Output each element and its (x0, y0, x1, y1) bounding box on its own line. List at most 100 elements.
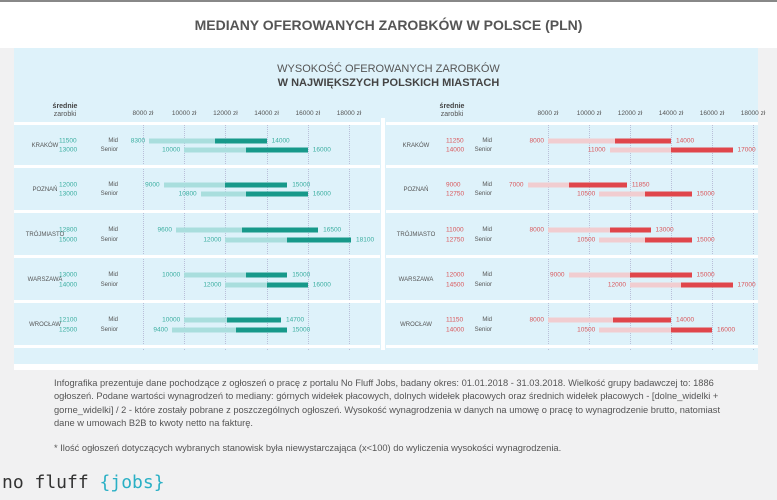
footnote: * Ilość ogłoszeń dotyczących wybranych s… (54, 443, 562, 453)
max-salary-label: 15000 (696, 271, 715, 279)
bar-high-range (227, 317, 281, 323)
min-salary-label: 9000 (550, 271, 565, 279)
average-salary: 11250 (446, 137, 464, 145)
bar-low-range (149, 138, 216, 144)
min-salary-label: 11000 (587, 146, 606, 154)
top-border (0, 0, 777, 2)
min-salary-label: 10500 (577, 326, 596, 334)
level-label: Mid (108, 138, 118, 144)
level-label: Mid (482, 227, 492, 233)
x-tick-label: 12000 zł (617, 110, 643, 117)
average-salary: 14000 (446, 146, 465, 154)
bar-high-range (681, 282, 733, 288)
max-salary-label: 16500 (323, 226, 342, 234)
max-salary-label: 15000 (696, 190, 715, 198)
chart-subtitle-bold: W NAJWIĘKSZYCH POLSKICH MIASTACH (277, 77, 500, 89)
bar-low-range (527, 182, 569, 188)
bar-low-range (225, 282, 267, 288)
min-salary-label: 8000 (529, 137, 544, 145)
level-label: Mid (482, 138, 492, 144)
gridline (266, 122, 268, 350)
average-salary-header: średnie zarobki (434, 103, 470, 119)
bar-high-range (568, 182, 627, 188)
level-label: Mid (482, 317, 492, 323)
row-separator (386, 122, 758, 125)
max-salary-label: 15000 (292, 326, 311, 334)
average-salary: 12750 (446, 236, 465, 244)
city-label: WROCŁAW (400, 322, 432, 328)
x-tick-label: 16000 zł (295, 110, 321, 117)
average-salary-header: średnie zarobki (47, 103, 83, 119)
bar-high-range (614, 138, 671, 144)
level-label: Mid (482, 272, 492, 278)
average-salary: 13000 (59, 190, 78, 198)
city-label: KRAKÓW (31, 142, 59, 149)
min-salary-label: 8300 (130, 137, 146, 145)
level-label: Senior (474, 282, 492, 288)
bar-high-range (671, 327, 712, 333)
min-salary-label: 10500 (577, 236, 596, 244)
header-bold: średnie (52, 103, 78, 110)
row-separator (14, 122, 380, 125)
min-salary-label: 9000 (145, 181, 160, 189)
gridline (349, 122, 350, 350)
min-salary-label: 8000 (529, 316, 544, 324)
row-separator (386, 165, 758, 168)
level-label: Senior (100, 327, 118, 333)
bar-high-range (612, 317, 671, 323)
level-label: Mid (108, 317, 118, 323)
header-text: zarobki (440, 111, 464, 118)
bar-high-range (645, 191, 692, 197)
average-salary: 11500 (59, 137, 77, 145)
x-tick-label: 10000 zł (171, 110, 197, 117)
bar-low-range (163, 182, 226, 188)
level-label: Senior (474, 147, 492, 153)
city-label: POZNAŃ (32, 186, 58, 193)
min-salary-label: 10000 (162, 146, 181, 154)
average-salary: 12000 (59, 181, 78, 189)
level-label: Senior (100, 191, 118, 197)
row-separator (386, 210, 758, 213)
chart-divider (381, 118, 385, 350)
x-tick-label: 8000 zł (132, 110, 154, 117)
gridline (225, 122, 227, 350)
gridline (712, 122, 713, 350)
bar-high-range (671, 147, 733, 153)
row-separator (386, 300, 758, 303)
average-salary: 12800 (59, 226, 78, 234)
average-salary: 9000 (446, 181, 461, 189)
average-salary: 11000 (446, 226, 464, 234)
bar-low-range (200, 191, 246, 197)
max-salary-label: 15000 (292, 181, 311, 189)
bar-high-range (246, 147, 308, 153)
level-label: Mid (108, 182, 118, 188)
row-separator (14, 345, 380, 348)
header: MEDIANY OFEROWANYCH ZAROBKÓW W POLSCE (P… (0, 2, 777, 48)
x-tick-label: 10000 zł (576, 110, 602, 117)
bar-high-range (609, 227, 651, 233)
city-label: WARSZAWA (398, 277, 434, 283)
min-salary-label: 12000 (607, 281, 626, 289)
max-salary-label: 18100 (356, 236, 375, 244)
bar-low-range (184, 147, 246, 153)
max-salary-label: 14700 (286, 316, 305, 324)
average-salary: 12100 (59, 316, 78, 324)
chart-panel (14, 48, 758, 370)
bar-high-range (215, 138, 267, 144)
bar-high-range (246, 272, 288, 278)
level-label: Senior (474, 191, 492, 197)
page-title: MEDIANY OFEROWANYCH ZAROBKÓW W POLSCE (P… (194, 17, 583, 33)
row-separator (14, 210, 380, 213)
average-salary: 14500 (446, 281, 465, 289)
max-salary-label: 13000 (655, 226, 674, 234)
gridline (184, 122, 186, 350)
header-text: zarobki (53, 111, 77, 118)
max-salary-label: 17000 (737, 281, 756, 289)
max-salary-label: 11850 (631, 181, 650, 189)
min-salary-label: 10000 (162, 271, 181, 279)
methodology-note: Infografika prezentuje dane pochodzące z… (54, 378, 721, 429)
max-salary-label: 14000 (676, 137, 695, 145)
bar-low-range (599, 237, 646, 243)
city-label: TRÓJMIASTO (25, 232, 65, 238)
gridline (589, 122, 590, 350)
